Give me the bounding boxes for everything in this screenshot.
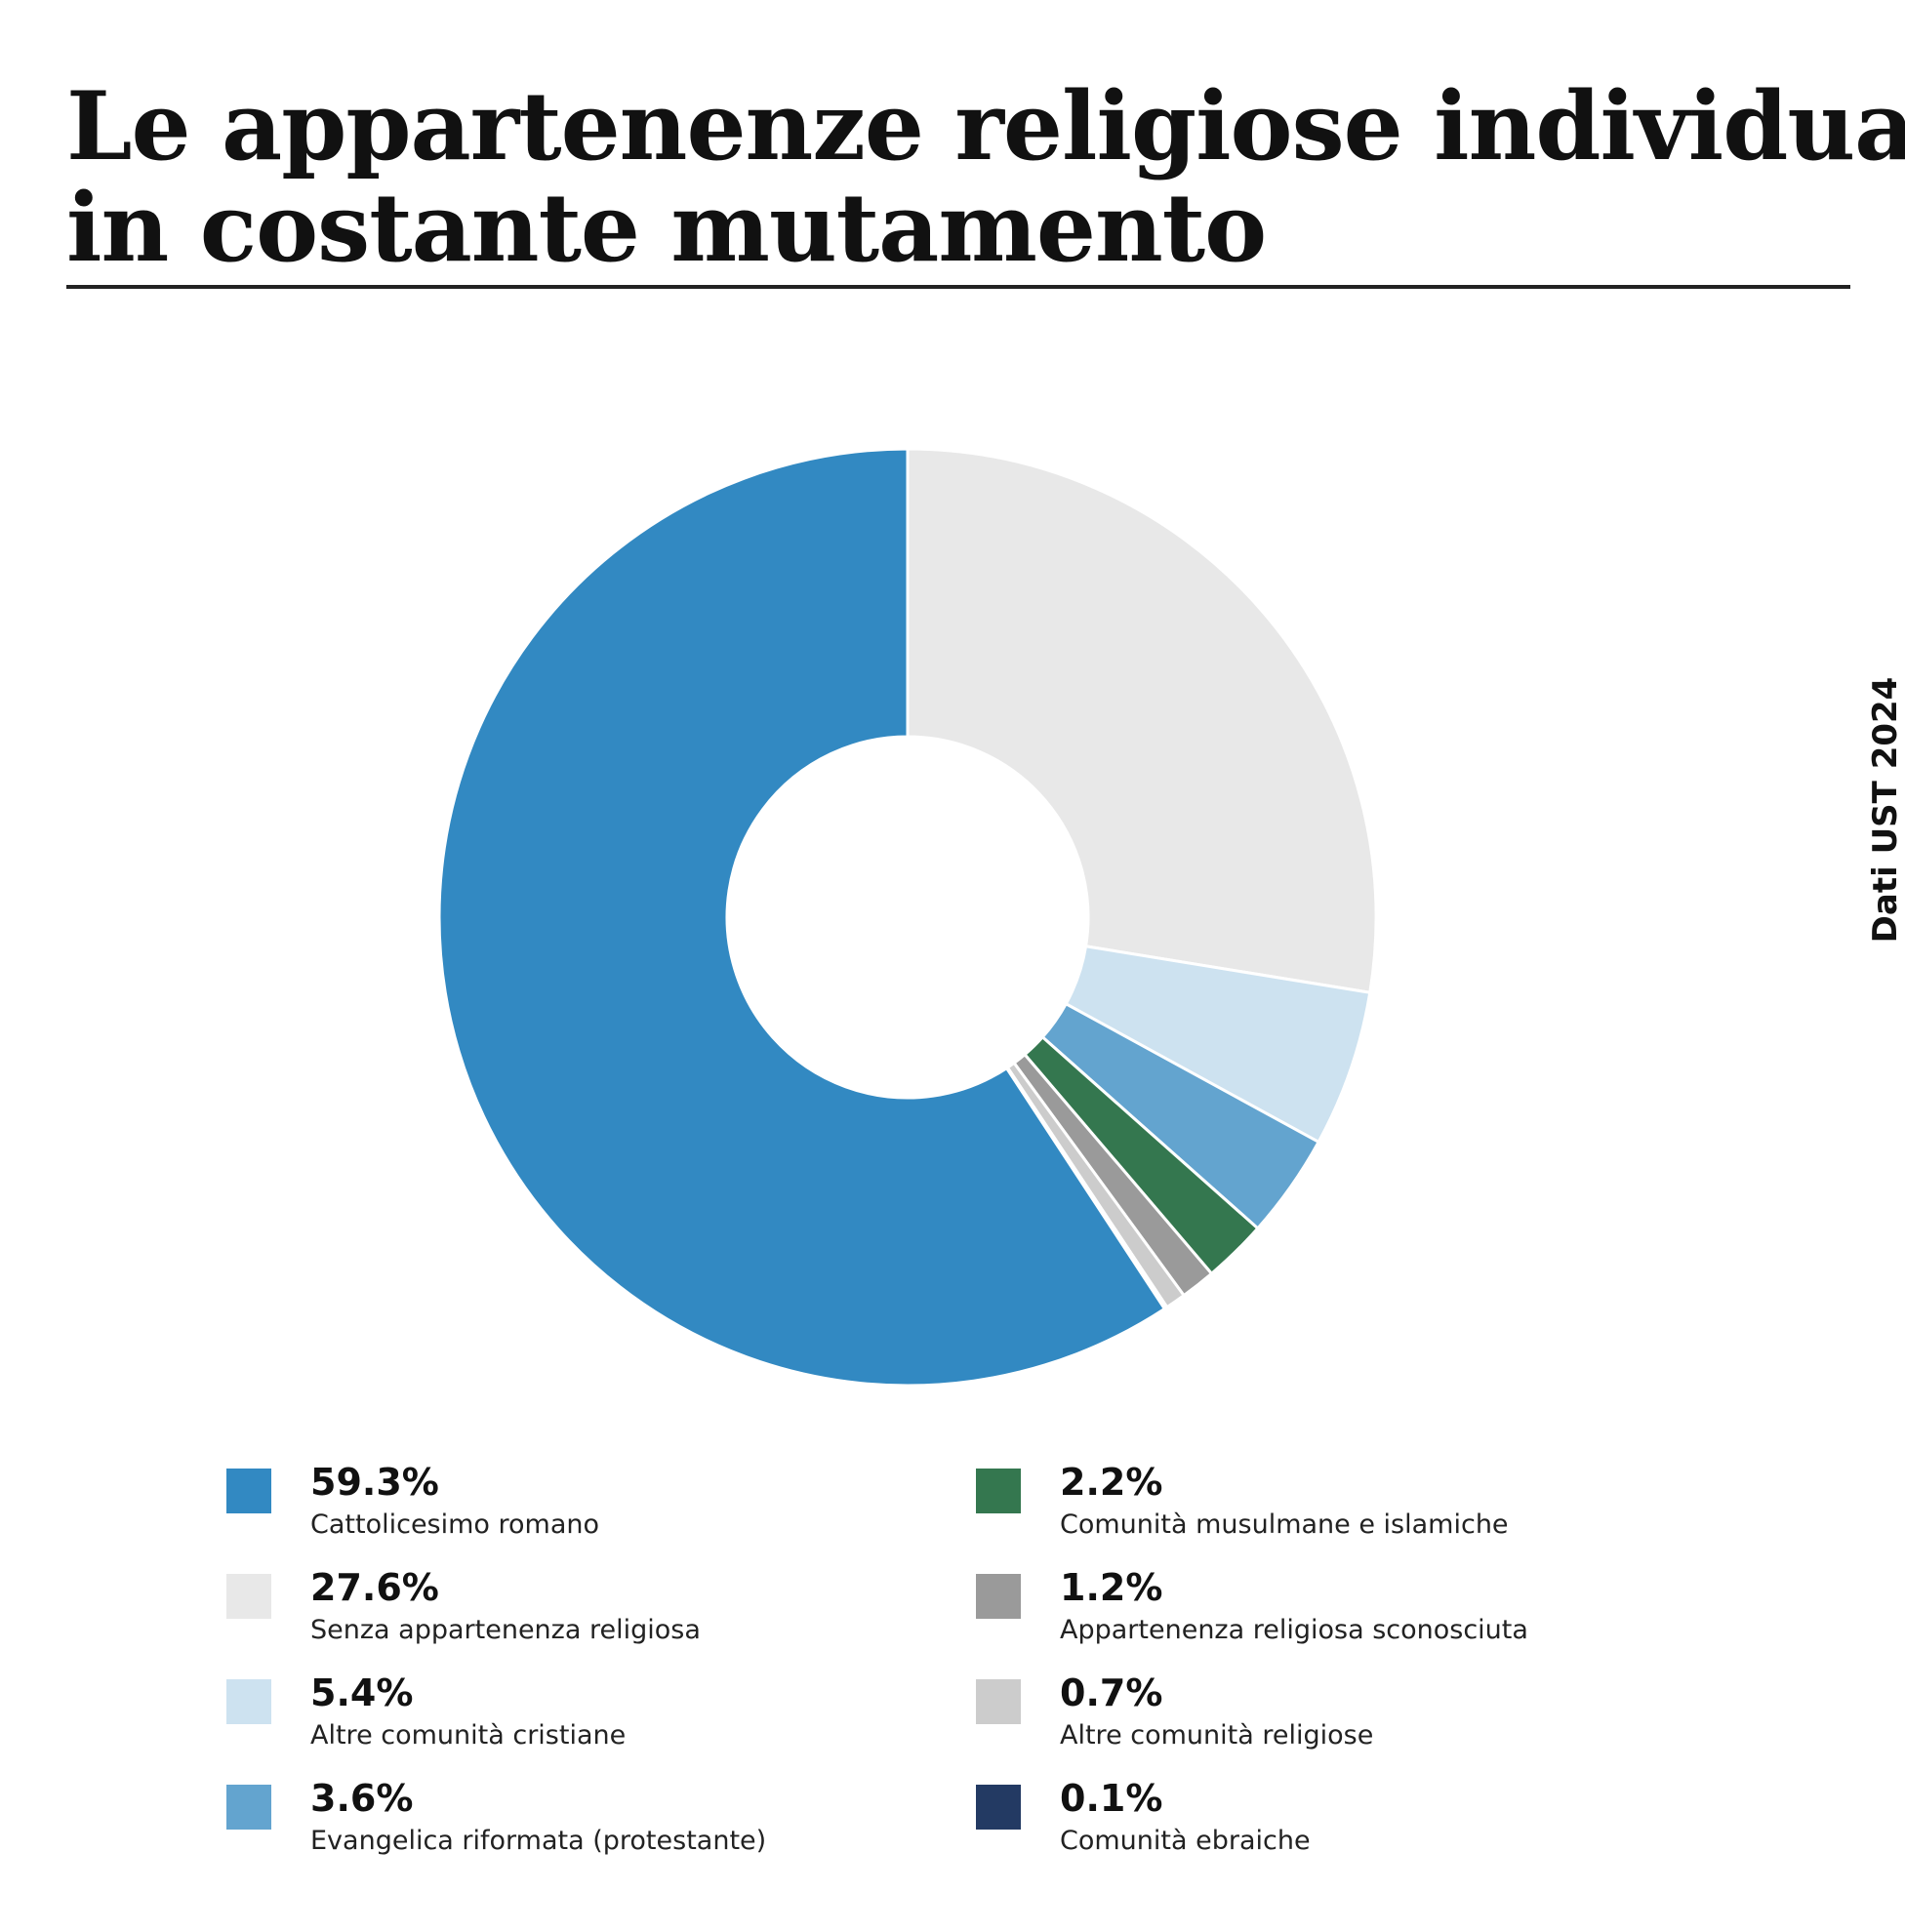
legend-label: Senza appartenenza religiosa bbox=[310, 1615, 701, 1645]
legend-label: Appartenenza religiosa sconosciuta bbox=[1060, 1615, 1528, 1645]
legend-value: 0.7% bbox=[1060, 1671, 1163, 1714]
legend-value: 0.1% bbox=[1060, 1777, 1163, 1820]
legend-value: 1.2% bbox=[1060, 1566, 1163, 1609]
donut-slice-7 bbox=[437, 447, 1167, 1388]
title-divider bbox=[66, 285, 1850, 289]
donut-chart bbox=[437, 447, 1378, 1388]
chart-title-line-1: Le appartenenze religiose individuali bbox=[66, 71, 1905, 181]
legend-swatch bbox=[976, 1469, 1021, 1513]
legend-swatch bbox=[976, 1785, 1021, 1830]
legend-value: 59.3% bbox=[310, 1461, 439, 1504]
chart-title-line-2: in costante mutamento bbox=[66, 173, 1267, 283]
legend-label: Comunità ebraiche bbox=[1060, 1826, 1311, 1856]
legend-swatch bbox=[226, 1785, 271, 1830]
donut-slice-0 bbox=[906, 447, 1378, 994]
legend-label: Cattolicesimo romano bbox=[310, 1509, 600, 1540]
legend-swatch bbox=[226, 1469, 271, 1513]
legend-value: 27.6% bbox=[310, 1566, 439, 1609]
legend-label: Comunità musulmane e islamiche bbox=[1060, 1509, 1509, 1540]
legend-value: 5.4% bbox=[310, 1671, 414, 1714]
legend-value: 2.2% bbox=[1060, 1461, 1163, 1504]
legend-label: Evangelica riformata (protestante) bbox=[310, 1826, 767, 1856]
legend-label: Altre comunità cristiane bbox=[310, 1720, 627, 1751]
legend-swatch bbox=[976, 1679, 1021, 1724]
legend-swatch bbox=[976, 1574, 1021, 1619]
source-note: Dati UST 2024 bbox=[1866, 676, 1905, 944]
legend-swatch bbox=[226, 1679, 271, 1724]
legend-swatch bbox=[226, 1574, 271, 1619]
legend-value: 3.6% bbox=[310, 1777, 414, 1820]
chart-title: Le appartenenze religiose individuali in… bbox=[66, 71, 1905, 283]
legend-label: Altre comunità religiose bbox=[1060, 1720, 1374, 1751]
